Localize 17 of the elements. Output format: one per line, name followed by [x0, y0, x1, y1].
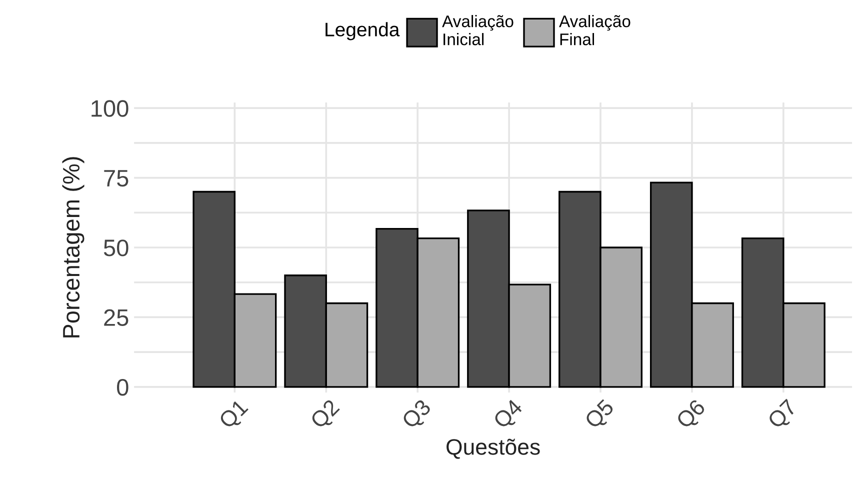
x-tick-label: Q5	[584, 398, 618, 432]
y-axis-title: Porcentagem (%)	[62, 157, 84, 338]
x-tick-label: Q4	[492, 398, 526, 432]
x-tick-label: Q7	[766, 398, 800, 432]
legend-label: Avaliação Final	[559, 15, 630, 46]
legend-title: Legenda	[326, 22, 400, 40]
y-tick-label: 0	[117, 378, 128, 396]
x-tick-label: Q3	[400, 398, 434, 432]
x-tick-label: Q1	[218, 398, 252, 432]
x-axis-title: Questões	[446, 438, 540, 459]
legend-label: Avaliação Inicial	[442, 15, 514, 46]
y-tick-label: 25	[104, 309, 128, 326]
y-tick-label: 75	[104, 170, 128, 187]
x-tick-label: Q6	[675, 398, 709, 432]
x-tick-label: Q2	[309, 398, 343, 432]
y-tick-label: 100	[92, 100, 128, 117]
y-tick-label: 50	[104, 240, 128, 256]
